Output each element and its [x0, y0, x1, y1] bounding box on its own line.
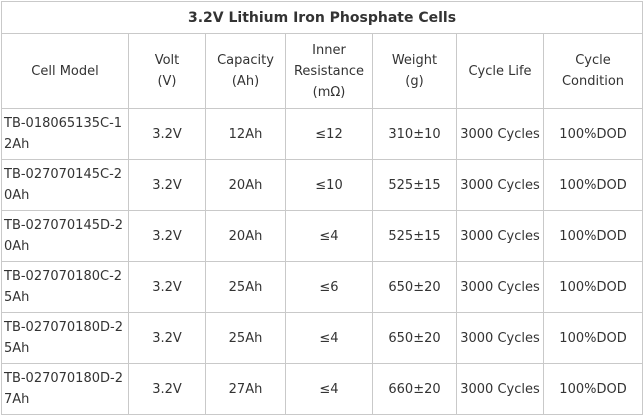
- cell-volt: 3.2V: [128, 210, 206, 262]
- column-header-weight: Weight (g): [372, 33, 457, 109]
- cell-model: TB-027070145D-20Ah: [1, 210, 129, 262]
- table-row: TB-027070180D-25Ah 3.2V 25Ah ≤4 650±20 3000 C…: [1, 312, 644, 364]
- cell-volt: 3.2V: [128, 108, 206, 160]
- cell-volt: 3.2V: [128, 261, 206, 313]
- column-header-cycle-life: Cycle Life: [456, 33, 544, 109]
- cell-volt: 3.2V: [128, 363, 206, 415]
- cell-weight: 525±15: [372, 210, 457, 262]
- cell-capacity: 20Ah: [205, 159, 286, 211]
- column-header-capacity: Capacity (Ah): [205, 33, 286, 109]
- cell-weight: 660±20: [372, 363, 457, 415]
- cell-cycle-life: 3000 Cycles: [456, 210, 544, 262]
- cell-capacity: 25Ah: [205, 261, 286, 313]
- cell-cycle-condition: 100%DOD: [542, 210, 644, 262]
- column-header-line: Volt: [154, 53, 180, 68]
- cell-capacity: 25Ah: [205, 312, 286, 364]
- cell-resistance: ≤4: [285, 312, 373, 364]
- column-header-line: Cell Model: [31, 63, 99, 79]
- table-title: 3.2V Lithium Iron Phosphate Cells: [0, 1, 644, 34]
- column-header-line: Resistance: [293, 63, 365, 79]
- cell-cycle-condition: 100%DOD: [542, 312, 644, 364]
- cell-cycle-life: 3000 Cycles: [456, 312, 544, 364]
- table-row: TB-018065135C-12Ah 3.2V 12Ah ≤12 310±10 3000 …: [1, 108, 644, 160]
- cell-cycle-condition: 100%DOD: [542, 108, 644, 160]
- column-header-cell-model: Cell Model: [1, 33, 129, 109]
- cell-volt: 3.2V: [128, 159, 206, 211]
- column-header-line: (g): [405, 74, 424, 89]
- table-row: TB-027070180D-27Ah 3.2V 27Ah ≤4 660±20 3000 C…: [1, 363, 644, 415]
- cell-resistance: ≤6: [285, 261, 373, 313]
- cell-cycle-life: 3000 Cycles: [456, 261, 544, 313]
- cell-resistance: ≤4: [285, 363, 373, 415]
- cell-cycle-condition: 100%DOD: [542, 159, 644, 211]
- column-header-line: (V): [157, 74, 177, 89]
- cell-capacity: 12Ah: [205, 108, 286, 160]
- cell-weight: 650±20: [372, 261, 457, 313]
- cell-model: TB-027070180D-25Ah: [1, 312, 129, 364]
- column-header-volt: Volt (V): [128, 33, 206, 109]
- cell-cycle-life: 3000 Cycles: [456, 363, 544, 415]
- table-row: TB-027070145C-20Ah 3.2V 20Ah ≤10 525±15 3000 …: [1, 159, 644, 211]
- cell-cycle-life: 3000 Cycles: [456, 159, 544, 211]
- column-header-line: (mΩ): [312, 84, 346, 100]
- column-header-line: Cycle Life: [468, 63, 532, 79]
- cell-cycle-life: 3000 Cycles: [456, 108, 544, 160]
- cell-volt: 3.2V: [128, 312, 206, 364]
- cell-resistance: ≤10: [285, 159, 373, 211]
- column-header-cycle-condition: Cycle Condition: [542, 33, 644, 109]
- table-body: TB-018065135C-12Ah 3.2V 12Ah ≤12 310±10 3000 …: [1, 108, 644, 415]
- cell-weight: 525±15: [372, 159, 457, 211]
- cell-model: TB-018065135C-12Ah: [1, 108, 129, 160]
- column-header-inner-resistance: Inner Resistance (mΩ): [285, 33, 373, 109]
- table-row: TB-027070180C-25Ah 3.2V 25Ah ≤6 650±20 3000 C…: [1, 261, 644, 313]
- cell-cycle-condition: 100%DOD: [542, 363, 644, 415]
- cell-capacity: 20Ah: [205, 210, 286, 262]
- header-row: Cell Model Volt (V) Capacity (Ah) Inner Resist…: [1, 33, 644, 109]
- column-header-line: Cycle: [575, 53, 611, 68]
- cell-weight: 650±20: [372, 312, 457, 364]
- cell-cycle-condition: 100%DOD: [542, 261, 644, 313]
- column-header-line: Condition: [561, 74, 625, 89]
- cell-capacity: 27Ah: [205, 363, 286, 415]
- table-row: TB-027070145D-20Ah 3.2V 20Ah ≤4 525±15 3000 C…: [1, 210, 644, 262]
- cell-resistance: ≤12: [285, 108, 373, 160]
- column-header-line: (Ah): [231, 74, 260, 89]
- column-header-line: Capacity: [217, 53, 274, 68]
- cell-resistance: ≤4: [285, 210, 373, 262]
- cell-model: TB-027070145C-20Ah: [1, 159, 129, 211]
- cell-model: TB-027070180D-27Ah: [1, 363, 129, 415]
- cell-model: TB-027070180C-25Ah: [1, 261, 129, 313]
- column-header-line: Weight: [391, 53, 438, 68]
- cell-weight: 310±10: [372, 108, 457, 160]
- column-header-line: Inner: [312, 42, 346, 58]
